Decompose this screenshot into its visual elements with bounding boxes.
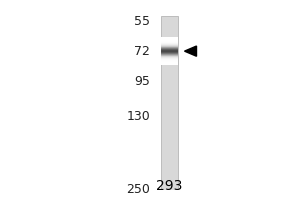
Polygon shape [184, 46, 196, 56]
Bar [160, 42, 178, 43]
Bar [160, 58, 178, 59]
Text: 130: 130 [126, 110, 150, 123]
Bar [160, 39, 178, 40]
Bar [160, 38, 178, 39]
Bar [160, 59, 178, 60]
Bar [160, 55, 178, 56]
Bar [160, 46, 178, 47]
Bar [160, 43, 178, 44]
Bar [160, 51, 178, 52]
Bar [160, 41, 178, 42]
Bar [160, 64, 178, 65]
Bar [160, 53, 178, 54]
Bar [160, 37, 178, 38]
Bar [160, 61, 178, 62]
Bar [160, 63, 178, 64]
Bar [160, 40, 178, 41]
Bar [160, 49, 178, 50]
Bar [160, 47, 178, 48]
Text: 250: 250 [126, 183, 150, 196]
Bar [160, 57, 178, 58]
Text: 72: 72 [134, 45, 150, 58]
Bar [160, 54, 178, 55]
Bar [160, 62, 178, 63]
Bar [160, 48, 178, 49]
Bar [160, 50, 178, 51]
Text: 293: 293 [156, 179, 183, 193]
Bar [160, 56, 178, 57]
Bar [160, 16, 178, 190]
Bar [160, 60, 178, 61]
Bar [160, 52, 178, 53]
Bar [160, 45, 178, 46]
Bar [160, 44, 178, 45]
Text: 55: 55 [134, 15, 150, 28]
Text: 95: 95 [134, 75, 150, 88]
